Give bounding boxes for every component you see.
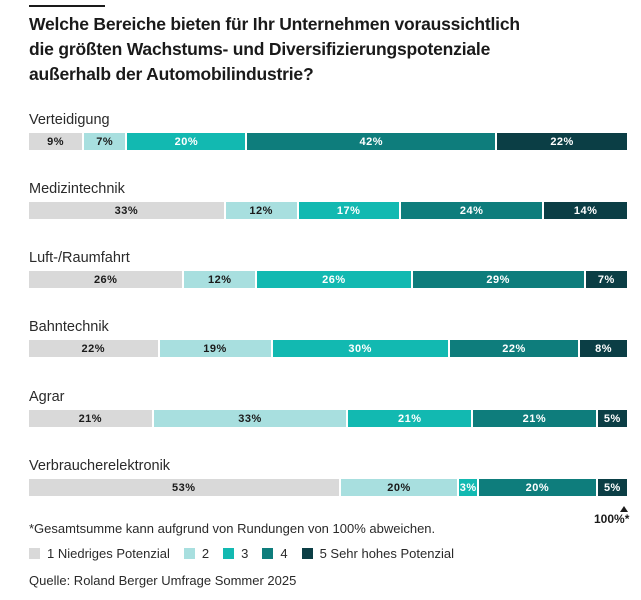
bar-segment: 29% [412, 271, 584, 288]
legend-swatch [301, 548, 313, 559]
data-label: 20% [174, 135, 199, 148]
data-label: 20% [387, 481, 411, 494]
bar-segment: 20% [340, 479, 458, 496]
bar-segment: 5% [597, 410, 627, 427]
bar-segment: 30% [272, 340, 448, 357]
legend-swatch [183, 548, 195, 559]
legend-item: 5 Sehr hohes Potenzial [301, 546, 454, 561]
data-label: 5% [603, 481, 621, 494]
category-label: Medizintechnik [29, 181, 125, 197]
bar-segment: 53% [29, 479, 339, 496]
data-label: 5% [603, 412, 621, 425]
stacked-bar: 53% 20% 3% 20% 5% [29, 479, 627, 496]
bar-segment: 3% [459, 479, 477, 496]
bar-segment: 33% [153, 410, 347, 427]
total-marker-triangle-icon [620, 506, 628, 512]
bar-segment: 24% [400, 202, 543, 219]
total-marker: 100%* [594, 512, 630, 526]
data-label: 20% [525, 481, 550, 494]
title-line: die größten Wachstums- und Diversifizier… [29, 39, 491, 59]
bar-segment: 22% [497, 133, 627, 150]
legend-item: 3 [223, 546, 248, 561]
chart-title: Welche Bereiche bieten für Ihr Unternehm… [29, 12, 634, 87]
data-label: 12% [208, 273, 232, 286]
title-rule [29, 5, 105, 7]
title-line: außerhalb der Automobilindustrie? [29, 64, 314, 84]
bar-segment: 21% [348, 410, 472, 427]
bar-segment: 22% [449, 340, 579, 357]
bar-segment: 19% [159, 340, 271, 357]
bar-segment: 7% [84, 133, 126, 150]
data-label: 7% [96, 135, 114, 148]
legend-label: 5 Sehr hohes Potenzial [319, 546, 454, 561]
bar-segment: 33% [29, 202, 224, 219]
category-label: Verbraucherelektronik [29, 458, 171, 474]
bar-segment: 9% [29, 133, 83, 150]
data-label: 7% [597, 273, 615, 286]
category-label: Bahntechnik [29, 319, 109, 335]
bar-segment: 26% [257, 271, 411, 288]
stacked-bar: 21% 33% 21% 21% 5% [29, 410, 627, 427]
legend-item: 1 Niedriges Potenzial [29, 546, 170, 561]
bar-segment: 12% [184, 271, 256, 288]
legend-item: 4 [262, 546, 288, 561]
data-label: 26% [93, 273, 118, 286]
data-label: 22% [550, 135, 574, 148]
data-label: 33% [114, 204, 139, 217]
legend-label: 4 [280, 546, 288, 561]
legend-label: 1 Niedriges Potenzial [47, 546, 170, 561]
data-label: 33% [238, 412, 262, 425]
data-label: 9% [47, 135, 64, 148]
bar-segment: 17% [298, 202, 399, 219]
data-label: 30% [348, 342, 372, 355]
bar-segment: 20% [127, 133, 246, 150]
bar-segment: 12% [225, 202, 297, 219]
bar-segment: 22% [29, 340, 158, 357]
data-label: 53% [172, 481, 196, 494]
data-label: 8% [595, 342, 613, 355]
legend-swatch [223, 548, 235, 559]
bar-segment: 42% [247, 133, 496, 150]
data-label: 26% [322, 273, 346, 286]
bar-segment: 7% [585, 271, 627, 288]
data-label: 42% [359, 135, 384, 148]
bar-segment: 5% [597, 479, 627, 496]
category-label: Luft-/Raumfahrt [29, 250, 130, 266]
source: Quelle: Roland Berger Umfrage Sommer 202… [29, 573, 297, 588]
bar-segment: 21% [473, 410, 596, 427]
bar-segment: 20% [478, 479, 596, 496]
legend-label: 2 [201, 546, 210, 561]
data-label: 21% [522, 412, 547, 425]
legend-label: 3 [241, 546, 249, 561]
bar-segment: 14% [544, 202, 627, 219]
legend: 1 Niedriges Potenzial 2 3 4 5 Sehr hohes Pot… [29, 546, 468, 561]
category-label: Verteidigung [29, 112, 110, 128]
stacked-bar: 26% 12% 26% 29% 7% [29, 271, 627, 288]
data-label: 14% [573, 204, 598, 217]
data-label: 17% [336, 204, 361, 217]
bar-segment: 21% [29, 410, 152, 427]
data-label: 3% [459, 481, 477, 494]
category-label: Agrar [29, 389, 65, 405]
data-label: 22% [502, 342, 526, 355]
data-label: 29% [486, 273, 510, 286]
stacked-bar: 9% 7% 20% 42% 22% [29, 133, 627, 150]
data-label: 24% [459, 204, 484, 217]
data-label: 21% [78, 412, 103, 425]
footnote: *Gesamtsumme kann aufgrund von Rundungen… [29, 521, 436, 536]
legend-item: 2 [183, 546, 210, 561]
legend-swatch [262, 548, 274, 559]
data-label: 22% [81, 342, 106, 355]
legend-swatch [29, 548, 40, 559]
stacked-bar: 33% 12% 17% 24% 14% [29, 202, 627, 219]
data-label: 12% [249, 204, 273, 217]
data-label: 19% [203, 342, 227, 355]
data-label: 21% [398, 412, 422, 425]
bar-segment: 8% [580, 340, 627, 357]
bar-segment: 26% [29, 271, 183, 288]
stacked-bar: 22% 19% 30% 22% 8% [29, 340, 627, 357]
title-line: Welche Bereiche bieten für Ihr Unternehm… [29, 14, 520, 34]
